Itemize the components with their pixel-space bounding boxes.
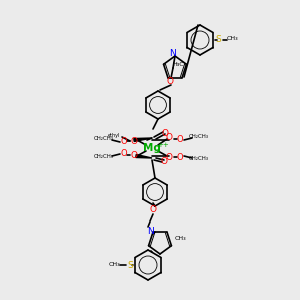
Text: ethyl: ethyl [108,134,120,139]
Text: CH₂CH₃: CH₂CH₃ [94,136,114,142]
Polygon shape [134,138,152,142]
Text: O: O [166,134,172,142]
Text: H₃C: H₃C [172,62,184,67]
Text: O: O [130,151,137,160]
Text: CH₃: CH₃ [174,236,186,242]
Text: O: O [130,136,137,146]
Text: O: O [177,152,183,161]
Text: CH₂CH₃: CH₂CH₃ [189,157,209,161]
Text: N: N [169,49,176,58]
Text: O: O [177,136,183,145]
Text: CH₃: CH₃ [108,262,120,268]
Text: Mg: Mg [143,143,161,153]
Text: O: O [166,154,172,163]
Text: O: O [161,130,169,139]
Polygon shape [136,154,152,158]
Text: S: S [215,35,221,44]
Text: CH₃: CH₃ [226,36,238,41]
Text: CH₂CH₃: CH₂CH₃ [189,134,209,140]
Text: O: O [149,205,157,214]
Text: N: N [147,227,153,236]
Text: O: O [167,77,173,86]
Text: CH₂CH₃: CH₂CH₃ [94,154,114,160]
Text: ++: ++ [157,142,169,148]
Text: S: S [127,260,133,269]
Text: O: O [121,137,127,146]
Text: O: O [121,149,127,158]
Text: O: O [160,157,167,166]
